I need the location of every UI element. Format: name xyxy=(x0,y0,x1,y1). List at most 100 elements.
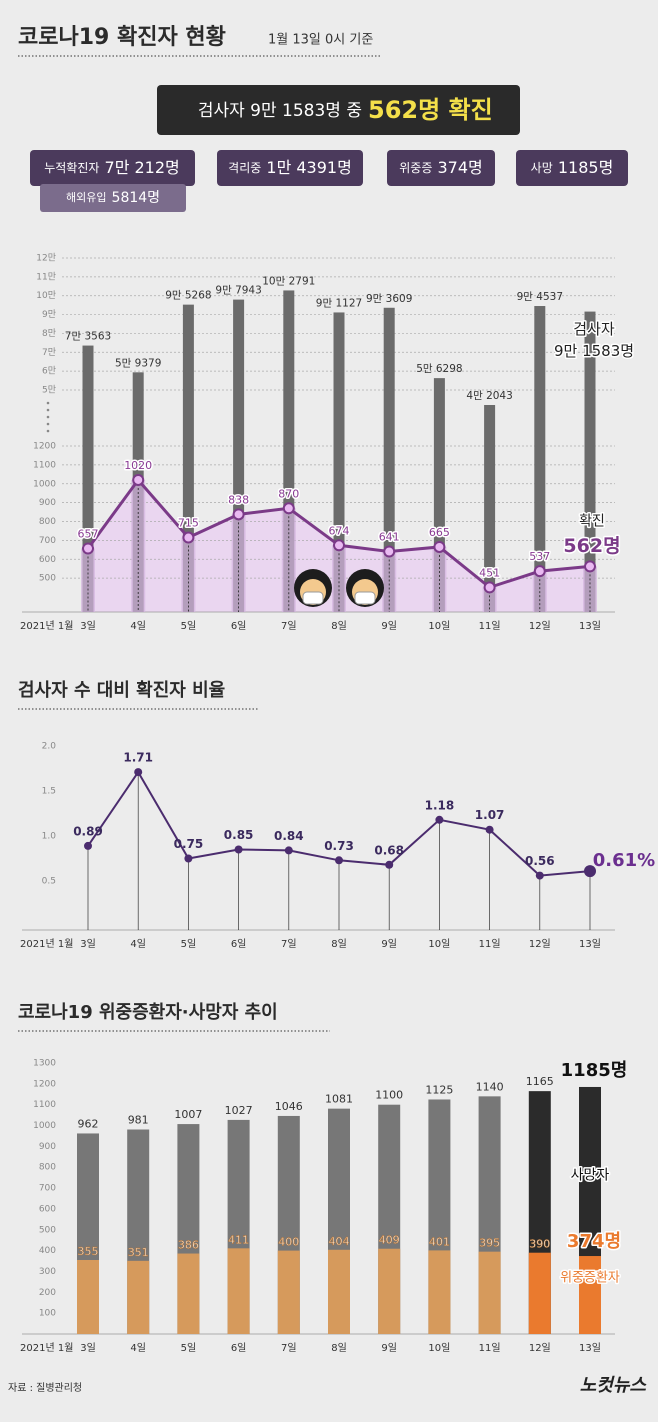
point-label: 674 xyxy=(329,524,350,537)
y-tick-label: 1100 xyxy=(33,1100,56,1110)
bar xyxy=(82,345,94,612)
bar xyxy=(227,1248,250,1334)
series-label: 확진 xyxy=(579,513,605,529)
y-tick-label: 12만 xyxy=(36,253,56,264)
bar-label: 400 xyxy=(278,1236,299,1249)
section-title: 검사자 수 대비 확진자 비율 xyxy=(18,680,225,701)
bar-label: 401 xyxy=(429,1235,450,1248)
point-label: 657 xyxy=(78,527,99,540)
x-tick-label: 8일 xyxy=(331,1342,347,1354)
point-label: 0.89 xyxy=(73,824,103,838)
x-tick-label: 11일 xyxy=(479,620,501,632)
y-tick-label: 200 xyxy=(39,1288,56,1298)
drop-column xyxy=(382,551,397,612)
y-tick-label: 1000 xyxy=(33,479,56,489)
y-tick-label: 6만 xyxy=(42,366,56,377)
x-tick-label: 8일 xyxy=(331,620,347,632)
page-title: 코로나19 확진자 현황 xyxy=(18,25,226,50)
x-axis-label: 2021년 1월 xyxy=(20,1342,73,1354)
bar-label: 10만 2791 xyxy=(262,275,315,287)
y-tick-label: 100 xyxy=(39,1309,56,1319)
y-tick-label: 11만 xyxy=(36,271,56,282)
bar xyxy=(182,304,194,612)
x-tick-label: 4일 xyxy=(130,938,146,950)
y-tick-label: 8만 xyxy=(42,328,56,339)
y-tick-label: 1200 xyxy=(33,442,56,452)
x-tick-label: 13일 xyxy=(579,938,601,950)
point-label: 665 xyxy=(429,526,450,539)
point-label: 641 xyxy=(379,531,400,544)
point-label: 0.61% xyxy=(593,850,655,871)
x-tick-label: 10일 xyxy=(428,1342,450,1354)
bar-label: 1185명 xyxy=(561,1060,628,1081)
x-tick-label: 12일 xyxy=(529,1342,551,1354)
point xyxy=(333,539,345,552)
point-label: 0.68 xyxy=(374,843,404,857)
y-tick-label: 1000 xyxy=(33,1121,56,1131)
source: 자료 : 질병관리청 xyxy=(8,1382,82,1394)
bar-label: 1046 xyxy=(275,1100,303,1113)
x-tick-label: 3일 xyxy=(80,938,96,950)
y-tick-label: 9만 xyxy=(42,309,56,320)
x-tick-label: 10일 xyxy=(428,620,450,632)
point xyxy=(282,502,295,515)
stat-box xyxy=(387,150,495,186)
bar-label: 1165 xyxy=(526,1075,554,1088)
x-tick-label: 5일 xyxy=(181,620,197,632)
point xyxy=(284,846,293,855)
y-tick-label: 7만 xyxy=(42,347,56,358)
point xyxy=(533,565,546,578)
bar-label: 5만 9379 xyxy=(115,357,161,369)
point xyxy=(182,531,195,544)
x-tick-label: 7일 xyxy=(281,620,297,632)
bar xyxy=(127,1260,150,1334)
point-label: 451 xyxy=(479,566,500,579)
y-tick-label: 700 xyxy=(39,1184,56,1194)
point xyxy=(234,845,243,854)
point xyxy=(82,542,94,555)
point-label: 0.73 xyxy=(324,839,354,853)
drop-column xyxy=(81,548,95,612)
stat-box xyxy=(516,150,628,186)
x-tick-label: 3일 xyxy=(80,1342,96,1354)
y-tick-label: 300 xyxy=(39,1267,56,1277)
bar xyxy=(528,1252,551,1334)
y-tick-label: 700 xyxy=(39,536,56,546)
point xyxy=(383,545,396,558)
bar-label: 409 xyxy=(379,1234,400,1247)
bar xyxy=(478,1251,501,1334)
bar-label: 9만 4537 xyxy=(517,291,563,303)
y-tick-label: 600 xyxy=(39,555,56,565)
x-tick-label: 6일 xyxy=(231,938,247,950)
logo: 노컷뉴스 xyxy=(580,1375,648,1396)
y-tick-label: 1.0 xyxy=(42,832,57,842)
point-label: 870 xyxy=(278,487,299,500)
bar xyxy=(378,1248,401,1334)
axis-break xyxy=(46,401,50,433)
confirmed-summary: 562명 확진 xyxy=(368,96,493,124)
bar xyxy=(77,1259,99,1334)
stat-box xyxy=(30,150,195,186)
point xyxy=(132,473,145,486)
bar-label: 390 xyxy=(529,1238,550,1251)
x-tick-label: 10일 xyxy=(428,938,450,950)
bar-label: 9만 1583명 xyxy=(554,342,634,360)
x-tick-label: 11일 xyxy=(479,938,501,950)
x-tick-label: 11일 xyxy=(479,1342,501,1354)
point xyxy=(184,854,193,863)
y-tick-label: 1.5 xyxy=(42,787,56,797)
x-tick-label: 8일 xyxy=(331,938,347,950)
stat-box xyxy=(217,150,363,186)
x-axis-label: 2021년 1월 xyxy=(20,938,73,950)
bar-label: 1027 xyxy=(225,1104,253,1117)
x-tick-label: 9일 xyxy=(381,1342,397,1354)
point-label: 0.85 xyxy=(224,828,254,842)
charts: 500 600 700 800 900 1000 1100 1200 5만 6만 7만 8만 9만 10만… xyxy=(20,253,655,1355)
point-label: 562명 xyxy=(563,535,620,557)
x-tick-label: 13일 xyxy=(579,1342,601,1354)
y-tick-label: 900 xyxy=(39,498,56,508)
bar xyxy=(579,1256,601,1334)
point-label: 1020 xyxy=(124,459,152,472)
bar-label: 981 xyxy=(128,1113,149,1126)
bar-label: 9만 5268 xyxy=(165,290,211,302)
